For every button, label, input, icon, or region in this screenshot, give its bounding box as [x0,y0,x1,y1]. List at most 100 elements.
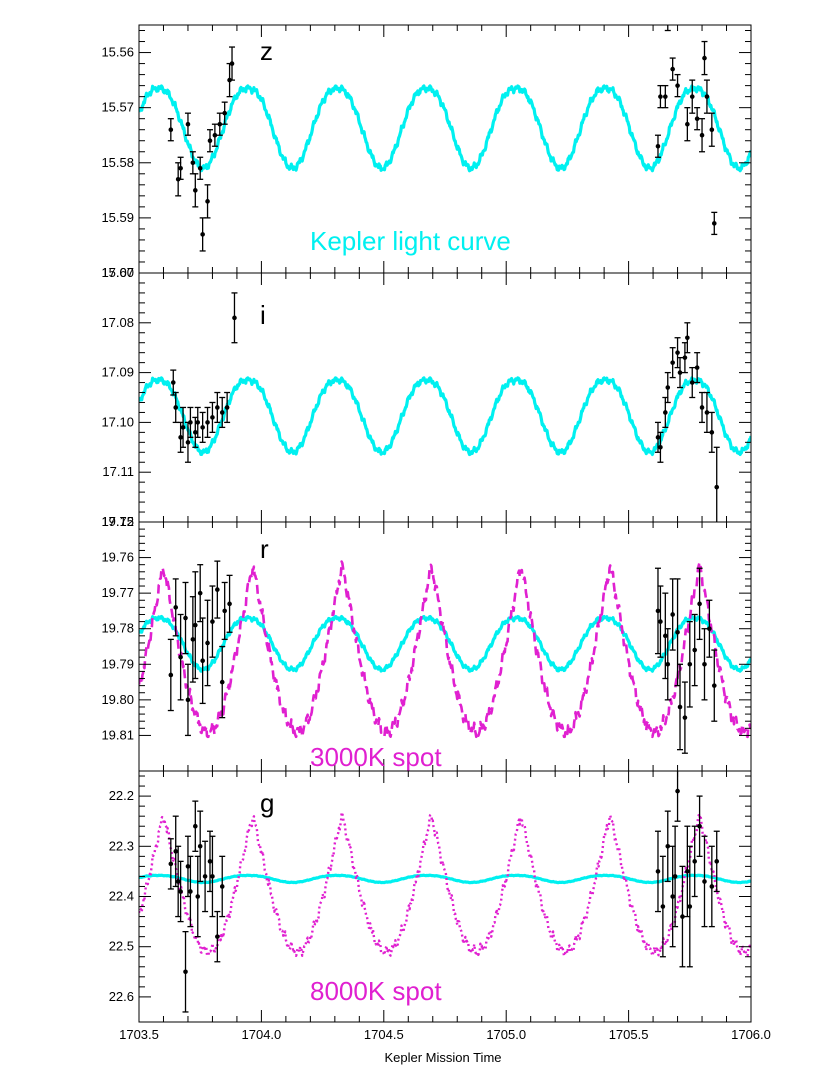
data-point [694,352,701,384]
y-tick-label: 17.08 [101,315,134,330]
data-point [674,578,681,687]
data-point [711,211,718,236]
data-point [689,366,696,399]
data-point [182,930,189,1013]
data-point [167,118,174,142]
x-tick-label: 1704.0 [242,1027,282,1042]
data-point [664,810,671,883]
data-point [199,411,206,443]
data-point [177,613,184,701]
data-point [197,156,204,180]
data-point [694,107,701,131]
data-point [669,347,676,379]
data-point [708,845,715,928]
y-tick-label: 15.58 [101,155,134,170]
data-point [167,838,174,890]
data-point [206,129,213,153]
series-line-spot-r [139,560,751,739]
y-tick-label: 17.11 [102,464,134,479]
data-point [172,578,179,637]
band-label-i: i [260,300,266,330]
y-tick-label: 19.77 [101,585,134,600]
data-point [686,620,693,708]
data-point [194,406,201,438]
annotation-r: 3000K spot [310,742,442,772]
data-point [209,835,216,918]
panel-frame-g [138,770,752,1023]
y-tick-label: 17.07 [101,265,134,280]
y-tick-label: 19.81 [101,727,134,742]
data-point [701,835,708,928]
band-label-z: z [260,36,273,66]
series-line-kepler-z [139,84,751,173]
data-point [204,599,211,687]
data-point [657,585,664,658]
data-point [219,855,226,918]
data-point [691,825,698,898]
data-point [686,845,693,968]
annotation-g: 8000K spot [310,976,442,1006]
data-point [184,663,191,737]
panel-g: 22.2 22.3 22.4 22.5 22.6 g 8000K spot [109,770,752,1023]
plot-area-g [139,771,751,1013]
x-tick-label: 1703.5 [119,1027,159,1042]
x-tick-label: 1706.0 [731,1027,771,1042]
annotation-z: Kepler light curve [310,226,511,256]
y-tick-label: 19.79 [101,656,134,671]
data-point [657,431,664,463]
y-tick-label: 15.57 [101,100,134,115]
data-point [182,581,189,655]
data-point [219,396,226,429]
data-point [691,613,698,687]
y-tick-label: 22.6 [109,989,134,1004]
data-point [654,134,661,158]
data-point [699,391,706,424]
data-point [679,865,686,968]
y-tick-label: 22.4 [109,889,134,904]
data-point [204,184,211,219]
x-tick-label: 1704.5 [364,1027,404,1042]
data-point [219,645,226,719]
y-tick-label: 15.56 [101,45,134,60]
data-point [214,910,221,963]
data-point [681,681,688,754]
y-tick-label: 17.09 [101,365,134,380]
data-point [192,416,199,448]
data-point [684,825,691,918]
data-point [192,800,199,852]
data-point [708,411,715,453]
data-point [202,840,209,913]
data-point [197,564,204,623]
plot-area-r [139,560,751,754]
data-point [184,421,191,463]
data-point [192,173,199,208]
y-tick-label: 19.75 [101,514,134,529]
data-point [669,578,676,651]
data-point [662,84,669,109]
data-point [677,357,684,389]
data-point [696,567,703,641]
data-point [177,156,184,180]
data-point [713,830,720,893]
panel-z: 15.56 15.57 15.58 15.59 15.60 z Kepler light c… [101,24,752,280]
y-tick-label: 22.2 [109,788,134,803]
y-tick-label: 15.60 [101,265,134,280]
data-point [184,835,191,898]
data-point [674,73,681,98]
data-point [669,57,676,81]
data-point [231,292,238,344]
data-point [187,855,194,928]
data-point [699,118,706,153]
data-point [654,830,661,913]
plot-area-i [139,292,751,522]
series-line-kepler-i [139,376,751,457]
data-point [167,638,174,712]
plot-area-z [139,25,751,252]
data-point [672,825,679,928]
data-point [199,217,206,252]
data-point [657,84,664,109]
data-point [677,663,684,751]
data-point [180,406,187,448]
series-line-kepler-g [139,873,751,885]
